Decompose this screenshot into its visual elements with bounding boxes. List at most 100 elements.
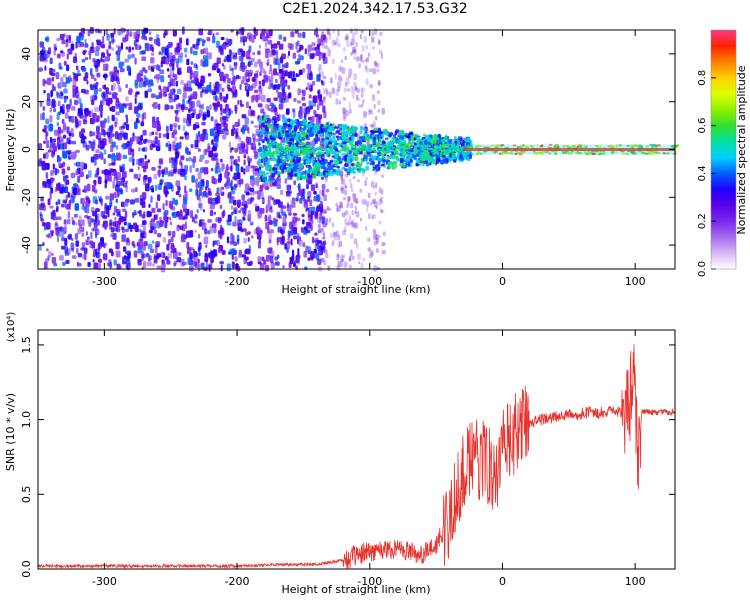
heatmap-cell (415, 162, 418, 167)
heatmap-cell (337, 75, 342, 81)
heatmap-cell (155, 131, 158, 136)
heatmap-cell (78, 97, 82, 105)
heatmap-cell (147, 88, 153, 93)
heatmap-cell (230, 128, 235, 137)
heatmap-cell (451, 152, 457, 155)
heatmap-cell (334, 163, 339, 167)
heatmap-cell (65, 194, 68, 201)
heatmap-cell (149, 131, 153, 137)
heatmap-cell (212, 63, 216, 68)
heatmap-cell (72, 89, 77, 98)
heatmap-cell (226, 54, 230, 62)
spectrogram-heatmap (38, 26, 680, 273)
heatmap-cell (281, 129, 285, 134)
heatmap-cell (50, 170, 54, 177)
heatmap-cell (90, 231, 93, 240)
heatmap-cell (68, 115, 72, 119)
heatmap-cell (290, 158, 293, 163)
heatmap-cell (445, 155, 450, 158)
heatmap-cell (93, 106, 99, 112)
heatmap-cell (60, 50, 64, 54)
heatmap-cell (256, 181, 259, 187)
heatmap-cell (433, 146, 437, 149)
heatmap-cell (348, 257, 352, 262)
heatmap-cell (382, 156, 385, 160)
heatmap-cell (221, 163, 225, 172)
heatmap-cell (172, 140, 176, 148)
heatmap-cell (257, 241, 261, 249)
heatmap-cell (340, 129, 344, 134)
heatmap-cell (259, 128, 262, 133)
heatmap-cell (275, 78, 278, 84)
heatmap-cell (436, 144, 439, 147)
heatmap-cell (197, 258, 200, 264)
heatmap-cell (333, 161, 337, 165)
heatmap-cell (70, 43, 75, 51)
heatmap-cell (178, 251, 182, 256)
heatmap-cell (244, 117, 249, 125)
heatmap-cell (141, 35, 146, 40)
heatmap-cell (80, 42, 85, 47)
heatmap-cell (176, 104, 179, 110)
heatmap-cell (116, 172, 121, 180)
heatmap-cell (131, 241, 135, 247)
heatmap-cell (338, 155, 341, 161)
heatmap-cell (50, 90, 53, 98)
heatmap-cell (101, 99, 105, 106)
heatmap-cell (244, 256, 249, 261)
heatmap-cell (98, 242, 102, 248)
heatmap-cell (221, 43, 227, 50)
heatmap-cell (329, 159, 334, 163)
heatmap-cell (231, 261, 235, 269)
heatmap-cell (380, 136, 383, 140)
heatmap-cell (169, 216, 172, 221)
heatmap-cell (49, 205, 54, 209)
heatmap-cell (173, 169, 177, 174)
heatmap-cell (190, 93, 194, 100)
heatmap-cell (335, 130, 340, 134)
heatmap-cell (56, 37, 61, 42)
heatmap-cell (95, 46, 100, 51)
heatmap-cell (141, 56, 147, 62)
heatmap-cell (222, 108, 227, 114)
heatmap-cell (286, 177, 290, 181)
heatmap-cell (107, 132, 111, 138)
heatmap-cell (100, 110, 103, 118)
heatmap-cell (207, 218, 212, 223)
heatmap-cell (197, 171, 202, 180)
heatmap-cell (89, 117, 95, 125)
heatmap-cell (118, 187, 123, 192)
heatmap-cell (76, 36, 81, 43)
heatmap-cell (172, 162, 178, 166)
heatmap-cell (263, 259, 267, 265)
heatmap-cell (411, 157, 414, 160)
heatmap-cell (332, 231, 336, 238)
heatmap-cell (311, 206, 316, 212)
heatmap-cell (141, 244, 146, 251)
heatmap-cell (311, 132, 314, 137)
heatmap-cell (318, 249, 323, 256)
heatmap-cell (377, 198, 382, 206)
heatmap-cell (277, 124, 282, 129)
heatmap-cell (326, 89, 329, 96)
heatmap-cell (361, 199, 365, 205)
heatmap-cell (42, 53, 47, 61)
heatmap-cell (339, 172, 344, 179)
heatmap-cell (52, 145, 57, 152)
heatmap-cell (65, 34, 70, 41)
heatmap-cell (61, 237, 66, 242)
heatmap-cell (289, 70, 293, 76)
heatmap-cell (259, 184, 263, 192)
heatmap-cell (317, 258, 322, 266)
heatmap-cell (347, 218, 352, 226)
heatmap-cell (124, 210, 128, 218)
heatmap-cell (220, 158, 223, 163)
heatmap-cell (463, 137, 466, 140)
heatmap-cell (308, 206, 312, 210)
heatmap-cell (75, 65, 79, 70)
heatmap-cell (311, 174, 317, 179)
heatmap-cell (158, 91, 162, 99)
heatmap-cell (261, 29, 267, 34)
heatmap-cell (324, 144, 328, 147)
heatmap-cell (84, 185, 88, 193)
